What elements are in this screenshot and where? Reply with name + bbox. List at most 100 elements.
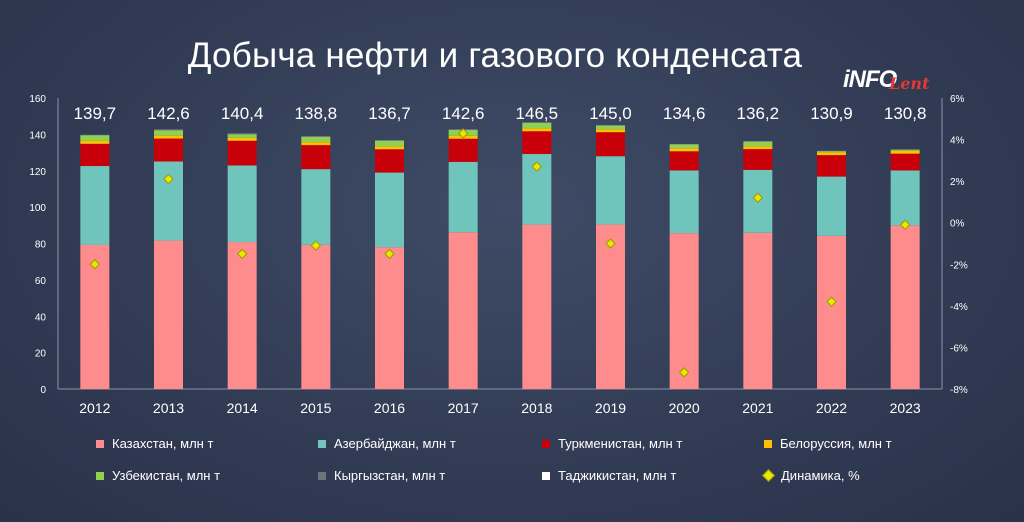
- data-label-total: 139,7: [74, 104, 117, 123]
- infolent-logo: iNFO Lent: [843, 66, 935, 96]
- bar-segment: [448, 232, 478, 389]
- x-tick-label: 2018: [521, 400, 552, 416]
- dynamics-marker: [89, 259, 101, 270]
- x-tick-label: 2016: [374, 400, 405, 416]
- y-right-tick-label: -4%: [950, 302, 968, 313]
- legend-item: Азербайджан, млн т: [318, 436, 456, 451]
- y-left-tick-label: 40: [35, 312, 47, 323]
- bar-segment: [890, 170, 920, 226]
- legend-label: Белоруссия, млн т: [780, 436, 892, 451]
- bar-segment: [890, 150, 920, 154]
- y-left-tick-label: 160: [29, 94, 46, 105]
- y-left-tick-label: 140: [29, 130, 46, 141]
- bar-segment: [890, 153, 920, 171]
- bar-segment: [301, 142, 331, 146]
- legend-label: Таджикистан, млн т: [558, 468, 677, 483]
- data-label-total: 130,9: [810, 104, 853, 123]
- bar-segment: [669, 148, 699, 152]
- bar-segment: [154, 161, 183, 241]
- legend-swatch: [542, 439, 550, 448]
- bar-segment: [817, 176, 846, 236]
- bar-segment: [301, 136, 331, 143]
- bar-segment: [227, 242, 257, 389]
- bar-segment: [227, 140, 257, 166]
- legend-swatch: [96, 439, 104, 448]
- data-label-total: 142,6: [442, 104, 485, 123]
- dynamics-marker: [678, 367, 690, 378]
- bar-segment: [596, 156, 625, 225]
- y-right-tick-label: -8%: [950, 385, 968, 396]
- legend-swatch: [318, 439, 326, 448]
- bar-segment: [817, 151, 846, 153]
- y-left-tick-label: 0: [40, 385, 46, 396]
- dynamics-marker: [899, 219, 911, 230]
- bar-segment: [743, 146, 773, 150]
- data-label-total: 136,2: [737, 104, 780, 123]
- dynamics-marker: [310, 240, 322, 251]
- bar-segment: [817, 235, 846, 389]
- legend-diamond-marker: [762, 469, 775, 482]
- y-left-tick-label: 80: [35, 240, 47, 251]
- bar-segment: [669, 151, 699, 171]
- x-tick-label: 2015: [300, 400, 331, 416]
- bar-segment: [669, 233, 699, 389]
- bar-segment: [522, 131, 552, 155]
- logo-info-text: iNFO: [843, 66, 897, 93]
- y-left-tick-label: 20: [35, 349, 47, 360]
- legend-swatch: [764, 439, 772, 448]
- bar-segment: [375, 247, 404, 389]
- data-label-total: 134,6: [663, 104, 706, 123]
- bar-segment: [154, 130, 183, 136]
- bar-segment: [227, 134, 257, 138]
- y-right-tick-label: -2%: [950, 260, 968, 271]
- bar-segment: [375, 140, 404, 147]
- y-left-tick-label: 120: [29, 167, 46, 178]
- bar-segment: [743, 149, 773, 170]
- data-label-total: 138,8: [295, 104, 338, 123]
- legend-label: Азербайджан, млн т: [334, 436, 456, 451]
- legend-item: Кыргызстан, млн т: [318, 468, 445, 483]
- legend-item: Узбекистан, млн т: [96, 468, 220, 483]
- bar-segment: [448, 138, 478, 162]
- x-tick-label: 2021: [742, 400, 773, 416]
- dynamics-marker: [457, 128, 469, 139]
- dynamics-marker: [605, 238, 616, 249]
- data-label-total: 146,5: [516, 104, 559, 123]
- bar-segment: [375, 146, 404, 150]
- legend-label: Туркменистан, млн т: [558, 436, 683, 451]
- bar-segment: [301, 145, 331, 170]
- bar-segment: [80, 143, 110, 167]
- dynamics-marker: [163, 173, 174, 185]
- x-tick-label: 2017: [448, 400, 479, 416]
- legend-item: Таджикистан, млн т: [542, 468, 676, 483]
- bar-segment: [80, 140, 110, 144]
- bar-segment: [596, 125, 625, 130]
- data-label-total: 140,4: [221, 104, 264, 123]
- bar-segment: [817, 152, 846, 156]
- bar-segment: [227, 165, 257, 243]
- chart-area: 0 20 40 60 80 100 120 140 160 -8% -6% -4% -2% 0% 2% 4% 6…: [29, 94, 968, 416]
- y-right-tick-label: 2%: [950, 177, 965, 188]
- data-label-total: 142,6: [147, 104, 190, 123]
- dynamics-marker: [236, 248, 248, 260]
- x-tick-label: 2019: [595, 400, 626, 416]
- y-right-tick-label: 4%: [950, 136, 965, 147]
- x-tick-label: 2023: [890, 400, 921, 416]
- bar-segment: [890, 149, 920, 151]
- bar-segment: [375, 172, 404, 248]
- legend-item: Белоруссия, млн т: [764, 436, 892, 451]
- bar-segment: [301, 169, 331, 245]
- legend-item: Туркменистан, млн т: [542, 436, 682, 451]
- bar-segment: [227, 137, 257, 141]
- x-tick-label: 2012: [79, 400, 110, 416]
- bar-segment: [817, 155, 846, 177]
- x-tick-label: 2022: [816, 400, 847, 416]
- bar-segment: [375, 149, 404, 173]
- dynamics-marker: [531, 161, 543, 172]
- bar-segment: [669, 144, 699, 149]
- bar-segment: [890, 225, 920, 389]
- dynamics-marker: [752, 192, 764, 203]
- y-right-tick-label: 6%: [950, 94, 965, 105]
- dynamics-marker: [384, 248, 395, 260]
- bar-segment: [596, 132, 625, 157]
